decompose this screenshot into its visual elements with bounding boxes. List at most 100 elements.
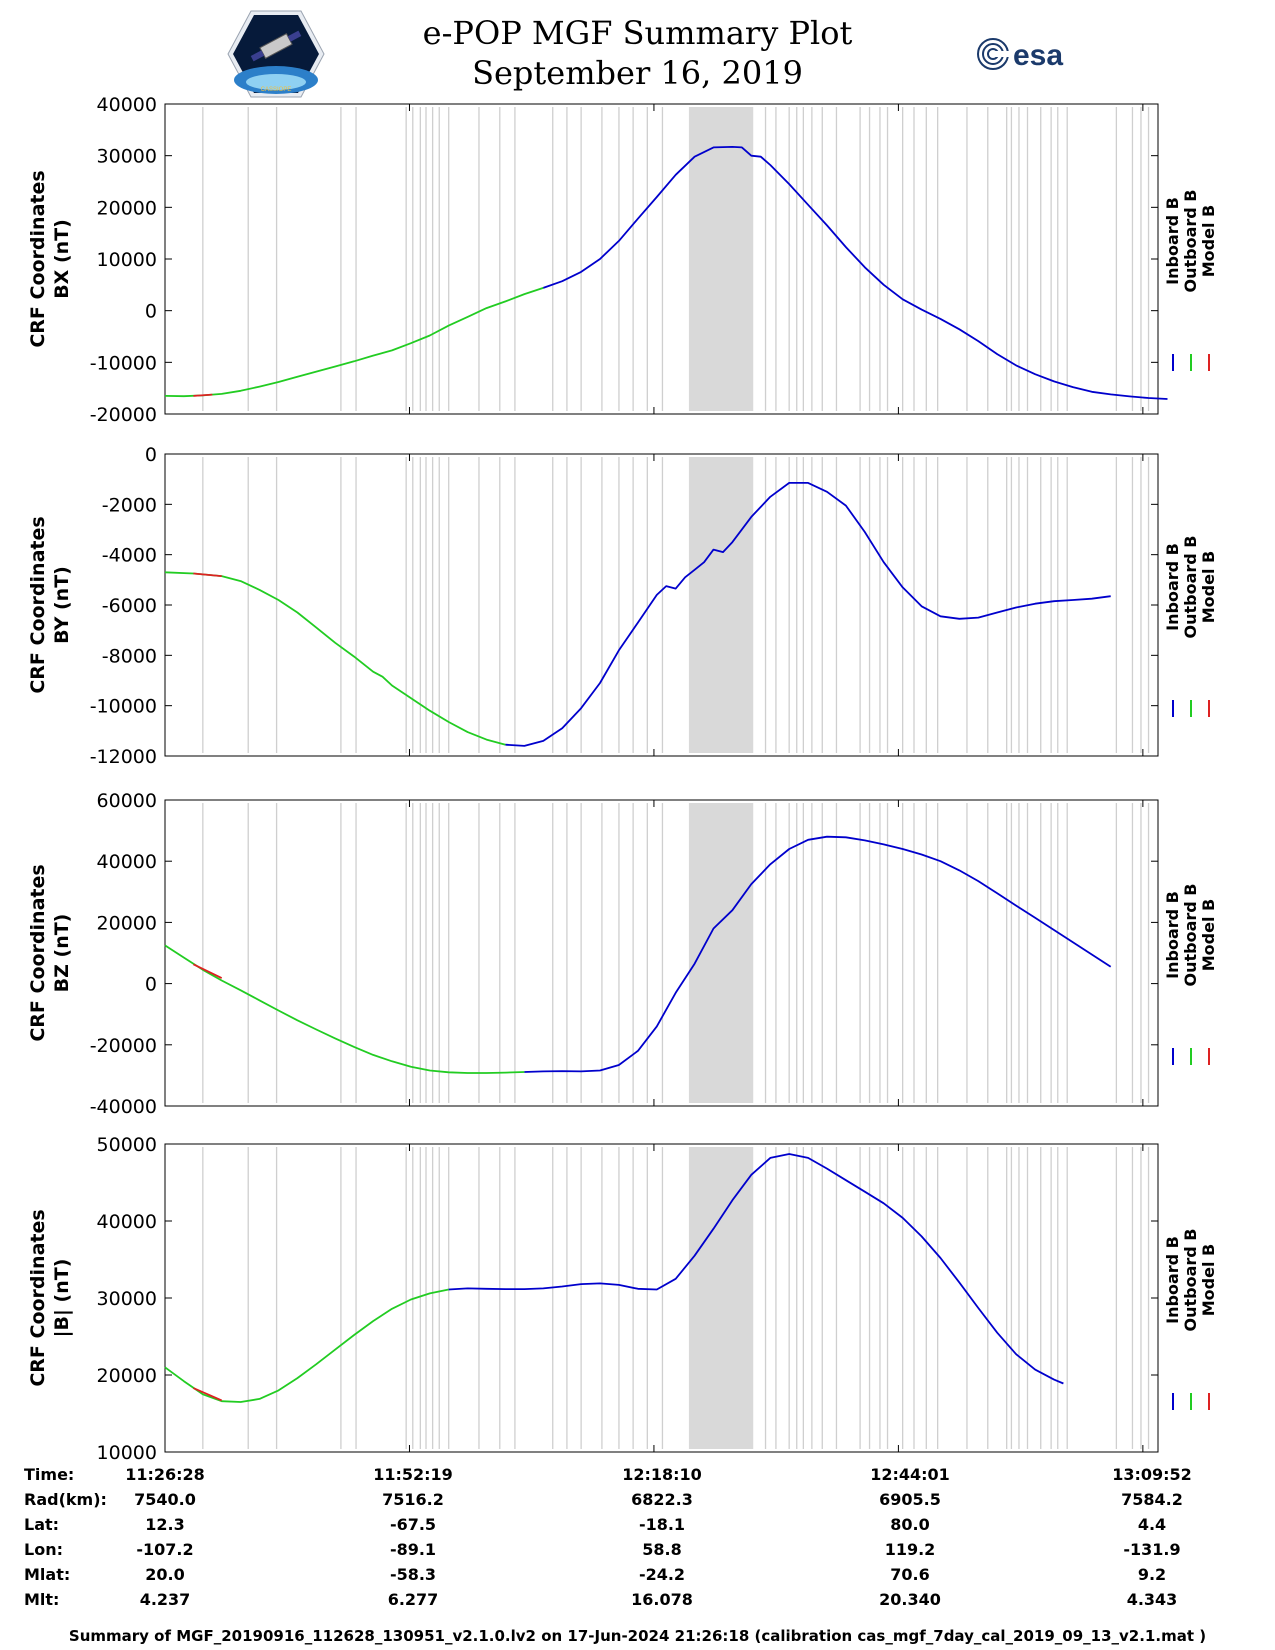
y-tick-label: -10000	[90, 352, 157, 374]
lon-row: Lon: -107.2 -89.1 58.8 119.2 -131.9	[0, 1540, 1275, 1564]
page-title: e-POP MGF Summary Plot	[422, 14, 853, 52]
legend-label-inboard: Inboard B	[1163, 543, 1182, 631]
series-line-outboard-b	[164, 944, 525, 1074]
y-tick-label: -2000	[102, 494, 157, 516]
y-axis-label-line1: CRF Coordinates	[27, 516, 49, 693]
time-label: Time:	[24, 1465, 75, 1484]
data-gap-shading	[688, 107, 754, 411]
y-axis-label-line2: BX (nT)	[51, 219, 73, 299]
time-value: 11:52:19	[373, 1465, 453, 1484]
mlt-value: 16.078	[631, 1590, 693, 1609]
y-tick-label: 60000	[97, 790, 157, 812]
y-tick-label: 20000	[97, 1365, 157, 1387]
legend-label-outboard: Outboard B	[1181, 884, 1200, 987]
cassiope-logo: CASSIOPE	[227, 10, 325, 98]
legend-label-model: Model B	[1199, 899, 1218, 971]
y-tick-label: 10000	[97, 249, 157, 271]
series-line-outboard-b	[164, 1288, 449, 1403]
plot-frame	[164, 799, 1159, 1107]
time-value: 12:44:01	[870, 1465, 950, 1484]
lon-label: Lon:	[24, 1540, 63, 1559]
series-line-inboard-b	[505, 481, 1111, 747]
y-tick-label: 20000	[97, 912, 157, 934]
y-tick-label: 30000	[97, 146, 157, 168]
bz-panel: 60000 40000 20000 0 -20000 -40000 CRF Coordina…	[27, 790, 1218, 1118]
legend-label-inboard: Inboard B	[1163, 197, 1182, 285]
y-axis-label-line2: |B| (nT)	[51, 1259, 73, 1338]
plot-frame	[164, 1143, 1159, 1453]
series-line-inboard-b	[542, 145, 1168, 400]
rad-value: 7516.2	[382, 1490, 444, 1509]
y-axis-label-line2: BY (nT)	[51, 566, 73, 644]
lon-value: 119.2	[884, 1540, 936, 1559]
y-tick-label: -4000	[102, 545, 157, 567]
y-axis-label-line1: CRF Coordinates	[27, 170, 49, 347]
esa-logo: esa	[977, 38, 1063, 72]
y-tick-label: -12000	[90, 746, 157, 768]
lon-value: -107.2	[136, 1540, 194, 1559]
lat-value: -67.5	[389, 1515, 437, 1534]
lat-label: Lat:	[24, 1515, 60, 1534]
y-axis-label: CRF Coordinates BZ (nT)	[27, 864, 73, 1041]
lat-value: 12.3	[145, 1515, 185, 1534]
data-gap-shading	[688, 803, 754, 1103]
y-tick-label: 40000	[97, 851, 157, 873]
data-gap-shading	[688, 457, 754, 753]
y-axis-label-line1: CRF Coordinates	[27, 1209, 49, 1386]
y-tick-label: 10000	[97, 1442, 157, 1464]
rad-value: 6905.5	[879, 1490, 941, 1509]
time-value: 11:26:28	[125, 1465, 205, 1484]
legend-label-outboard: Outboard B	[1181, 190, 1200, 293]
time-row: Time: 11:26:28 11:52:19 12:18:10 12:44:0…	[0, 1465, 1275, 1489]
legend-label-outboard: Outboard B	[1181, 1229, 1200, 1332]
mlat-value: 9.2	[1137, 1565, 1167, 1584]
series-line-model-b	[193, 572, 222, 577]
y-tick-label: -20000	[90, 404, 157, 426]
time-value: 13:09:52	[1112, 1465, 1192, 1484]
series-line-model-b	[193, 963, 223, 979]
y-tick-label: -8000	[102, 645, 157, 667]
y-tick-label: 0	[145, 974, 157, 996]
mlat-row: Mlat: 20.0 -58.3 -24.2 70.6 9.2	[0, 1565, 1275, 1589]
mlt-row: Mlt: 4.237 6.277 16.078 20.340 4.343	[0, 1590, 1275, 1614]
y-tick-label: -20000	[90, 1035, 157, 1057]
summary-footnote: Summary of MGF_20190916_112628_130951_v2…	[68, 1627, 1207, 1645]
lon-value: -89.1	[389, 1540, 437, 1559]
series-line-model-b	[193, 1387, 223, 1402]
rad-value: 7540.0	[134, 1490, 196, 1509]
lat-value: -18.1	[638, 1515, 686, 1534]
series-line-outboard-b	[164, 287, 544, 398]
y-tick-label: 40000	[97, 1211, 157, 1233]
mlat-value: 20.0	[145, 1565, 185, 1584]
mlt-label: Mlt:	[24, 1590, 60, 1609]
lon-value: -131.9	[1123, 1540, 1181, 1559]
y-tick-label: -40000	[90, 1096, 157, 1118]
y-tick-label: 50000	[97, 1134, 157, 1156]
mlt-value: 4.237	[139, 1590, 191, 1609]
time-value: 12:18:10	[622, 1465, 702, 1484]
legend-label-model: Model B	[1199, 205, 1218, 277]
series-line-inboard-b	[524, 835, 1112, 1073]
y-tick-label: 0	[145, 444, 157, 466]
mlat-value: 70.6	[890, 1565, 930, 1584]
mlt-value: 6.277	[387, 1590, 439, 1609]
series-line-inboard-b	[448, 1153, 1064, 1385]
lat-row: Lat: 12.3 -67.5 -18.1 80.0 4.4	[0, 1515, 1275, 1539]
legend-label-outboard: Outboard B	[1181, 536, 1200, 639]
y-axis-label-line2: BZ (nT)	[51, 914, 73, 993]
legend-label-inboard: Inboard B	[1163, 1236, 1182, 1324]
mlat-value: -24.2	[638, 1565, 686, 1584]
series-line-model-b	[193, 393, 213, 397]
legend-label-model: Model B	[1199, 551, 1218, 623]
plot-frame	[164, 103, 1159, 415]
mlt-value: 20.340	[879, 1590, 941, 1609]
y-tick-label: 40000	[97, 94, 157, 116]
by-panel: 0 -2000 -4000 -6000 -8000 -10000 -12000 CRF Coo…	[27, 444, 1218, 768]
y-axis-label-line1: CRF Coordinates	[27, 864, 49, 1041]
cassiope-logo-text: CASSIOPE	[261, 87, 292, 93]
legend-label-inboard: Inboard B	[1163, 891, 1182, 979]
rad-value: 6822.3	[631, 1490, 693, 1509]
y-tick-label: 30000	[97, 1288, 157, 1310]
plot-frame	[164, 453, 1159, 757]
